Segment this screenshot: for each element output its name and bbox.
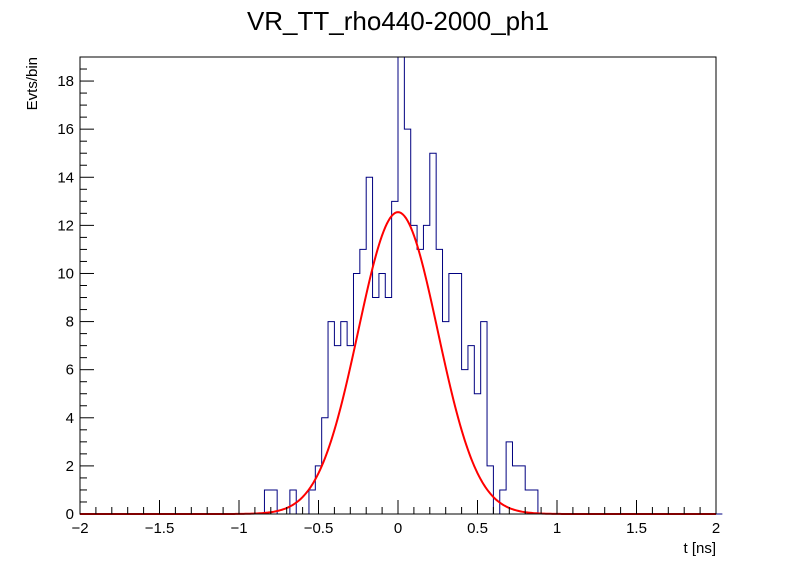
- y-tick-label: 6: [66, 362, 74, 379]
- y-tick-label: 18: [57, 73, 74, 90]
- y-tick-label: 10: [57, 265, 74, 282]
- y-axis-title: Evts/bin: [24, 57, 41, 110]
- y-tick-label: 14: [57, 169, 74, 186]
- chart-title: VR_TT_rho440-2000_ph1: [247, 6, 549, 36]
- x-tick-label: −1.5: [145, 520, 175, 537]
- x-tick-label: 0.5: [467, 520, 488, 537]
- x-axis: −2 −1.5 −1 −0.5 0 0.5 1 1.5 2: [71, 500, 720, 537]
- x-tick-label: −1: [230, 520, 247, 537]
- y-axis: 0 2 4 6 8 10 12 14 16 18: [57, 56, 94, 523]
- x-tick-label: −0.5: [304, 520, 334, 537]
- y-tick-label: 12: [57, 217, 74, 234]
- x-axis-title: t [ns]: [683, 540, 716, 557]
- y-tick-label: 2: [66, 458, 74, 475]
- y-tick-label: 8: [66, 314, 74, 331]
- y-tick-label: 4: [66, 410, 74, 427]
- y-tick-label: 16: [57, 121, 74, 138]
- x-tick-label: 0: [394, 520, 402, 537]
- x-tick-label: 2: [712, 520, 720, 537]
- x-tick-label: −2: [71, 520, 88, 537]
- x-tick-label: 1: [553, 520, 561, 537]
- y-tick-label: 0: [66, 506, 74, 523]
- x-tick-label: 1.5: [626, 520, 647, 537]
